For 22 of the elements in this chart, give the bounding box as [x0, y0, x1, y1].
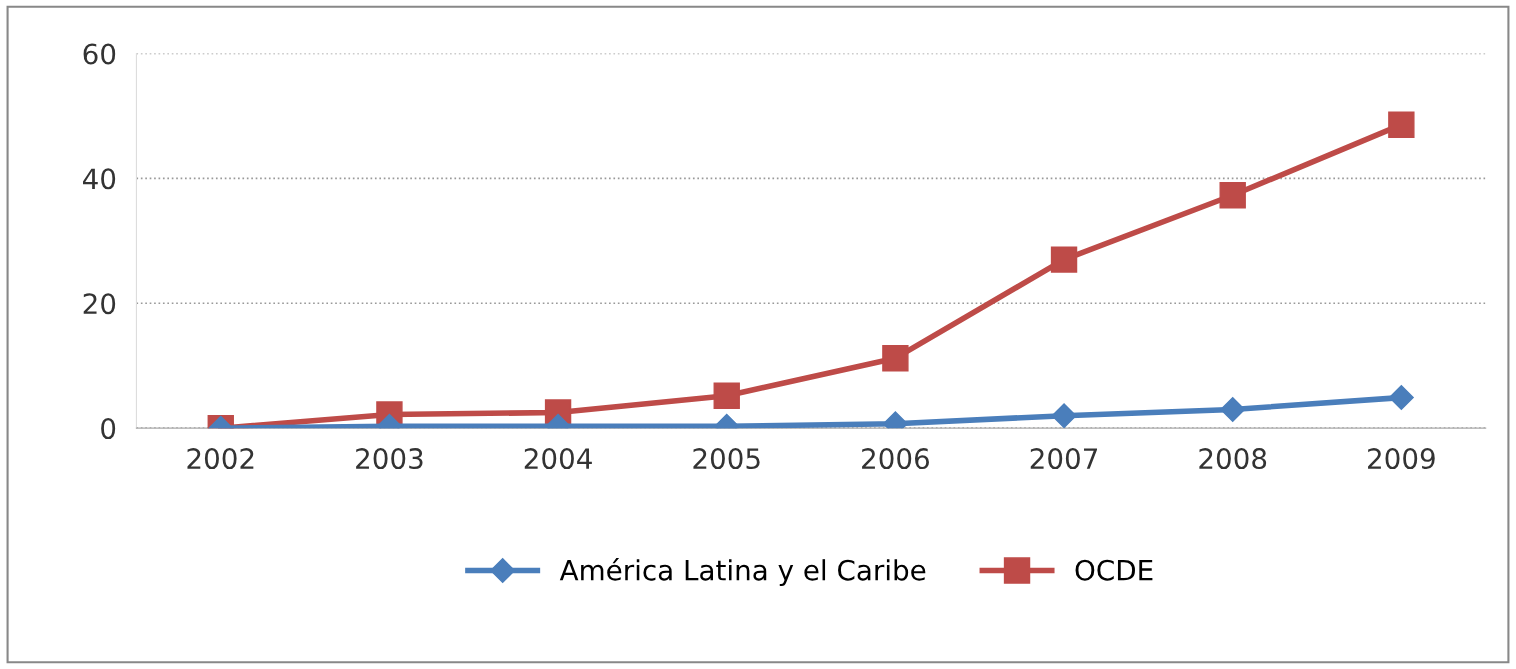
- legend-label: OCDE: [1075, 559, 1153, 581]
- y-tick-label: 60: [83, 43, 116, 65]
- point: [1388, 385, 1414, 411]
- x-tick-label: 2005: [693, 448, 760, 470]
- y-tick-label: 20: [83, 293, 116, 315]
- point: [1050, 246, 1078, 273]
- x-tick-label: 2003: [356, 448, 423, 470]
- x-tick-label: 2006: [862, 448, 929, 470]
- point: [1219, 182, 1246, 209]
- x-tick-label: 2008: [1199, 448, 1267, 470]
- x-tick-label: 2004: [524, 448, 592, 470]
- point: [713, 382, 740, 409]
- legend-label: América Latina y el Caribe: [559, 558, 926, 587]
- point: [1220, 396, 1246, 422]
- x-tick-label: 2009: [1368, 448, 1435, 470]
- x-tick-label: 2007: [1030, 448, 1098, 470]
- point: [1388, 111, 1415, 138]
- y-tick-label: 40: [83, 168, 116, 190]
- y-tick-label: 0: [101, 418, 116, 440]
- point: [882, 345, 909, 372]
- x-tick-label: 2002: [187, 448, 254, 470]
- point: [1051, 403, 1077, 429]
